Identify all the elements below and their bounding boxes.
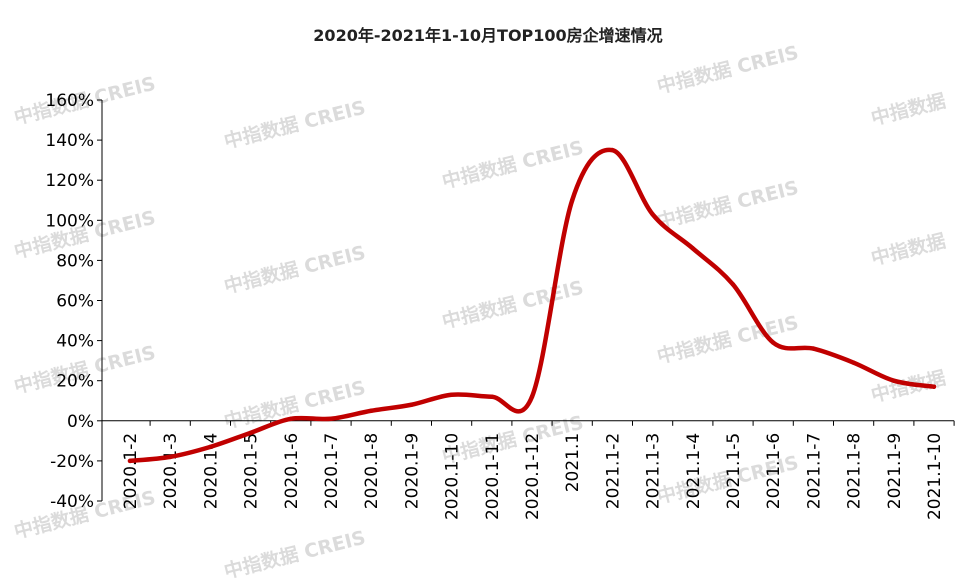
data-point [208, 444, 213, 450]
data-point [489, 394, 494, 399]
y-tick-label: 40% [56, 332, 94, 352]
data-point [449, 392, 454, 397]
x-tick-label: 2021.1-5 [724, 433, 744, 509]
x-tick-label: 2021.1-7 [804, 433, 824, 509]
data-point [690, 246, 695, 251]
x-tick-label: 2020.1-5 [242, 433, 262, 509]
data-point [771, 340, 776, 345]
x-tick-label: 2021.1-2 [603, 433, 623, 509]
data-point [409, 402, 414, 407]
data-point [168, 454, 173, 460]
y-tick-label: 160% [45, 91, 94, 111]
data-point [851, 360, 856, 365]
y-tick-label: -20% [50, 452, 94, 472]
data-point [127, 458, 133, 464]
x-tick-label: 2020.1-6 [282, 433, 302, 509]
x-tick-label: 2021.1-3 [644, 433, 664, 509]
chart-title: 2020年-2021年1-10月TOP100房企增速情况 [313, 26, 663, 45]
x-tick-label: 2021.1-6 [764, 433, 784, 509]
y-tick-label: 20% [56, 372, 94, 392]
line-chart: 160% 140% 120% 100% 80% 60% 40% 20% 0% -20% -40% 20… [45, 91, 955, 520]
data-point [730, 282, 736, 287]
data-point [248, 430, 253, 436]
x-tick-label: 2020.1-2 [121, 433, 141, 509]
x-tick-label: 2020.1-8 [362, 433, 382, 509]
x-tick-label: 2021.1-10 [925, 433, 945, 520]
x-tick-label: 2020.1-3 [161, 433, 181, 509]
data-point [369, 408, 374, 413]
data-point [811, 346, 816, 351]
y-tick-label: 80% [56, 251, 94, 271]
x-tick-label: 2021.1-8 [845, 433, 865, 509]
y-tick-label: 0% [67, 412, 94, 432]
y-tick-label: 120% [45, 171, 94, 191]
x-tick-label: 2020.1-10 [443, 433, 463, 520]
data-point [570, 198, 575, 203]
x-tick-label: 2020.1-12 [523, 433, 543, 520]
data-point [529, 394, 535, 399]
data-point [610, 147, 615, 153]
data-point [891, 378, 896, 383]
x-tick-label: 2020.1-11 [483, 433, 503, 520]
series-line [127, 147, 937, 464]
data-point [328, 416, 334, 421]
y-tick-label: 140% [45, 131, 94, 151]
y-tick-label: -40% [50, 492, 94, 512]
x-tick-label: 2021.1-4 [684, 433, 704, 509]
y-tick-label: 60% [56, 292, 94, 312]
x-tick-label: 2020.1-4 [201, 433, 221, 509]
x-tick-label: 2021.1-9 [885, 433, 905, 509]
x-tick-label: 2021.1 [563, 433, 583, 492]
data-point [931, 384, 937, 389]
data-point [288, 416, 293, 421]
data-point [650, 212, 655, 217]
y-tick-label: 100% [45, 211, 94, 231]
x-tick-label: 2020.1-9 [402, 433, 422, 509]
x-tick-label: 2020.1-7 [322, 433, 342, 509]
